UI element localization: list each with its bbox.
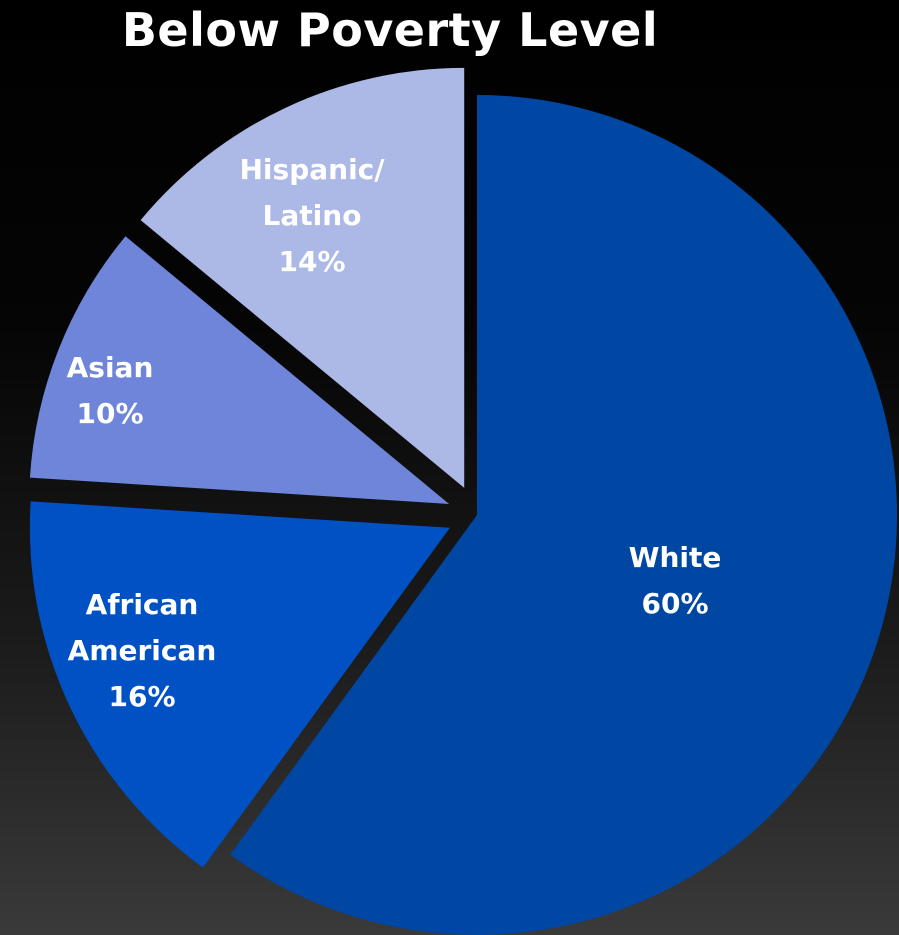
- pie-slice-asian: [29, 236, 450, 504]
- slice-value-label: 60%: [641, 587, 708, 620]
- slice-value-label: 16%: [108, 680, 175, 713]
- slice-name-label: African: [86, 588, 199, 621]
- slice-label-african-american: African American 16%: [68, 588, 217, 713]
- slice-value-label: 14%: [278, 245, 345, 278]
- pie-slice-african-american: [29, 501, 450, 868]
- slice-value-label: 10%: [76, 397, 143, 430]
- slice-label-asian: Asian 10%: [67, 351, 154, 430]
- slice-name-label: White: [629, 541, 722, 574]
- slice-label-white: White 60%: [629, 541, 722, 620]
- chart-title: Below Poverty Level: [121, 3, 659, 57]
- pie-slice-white: [230, 95, 897, 935]
- slice-name-label: Latino: [263, 199, 362, 232]
- pie-slice-hispanic-latino: [140, 67, 465, 488]
- slice-label-hispanic-latino: Hispanic/Latino 14%: [240, 153, 386, 278]
- slice-name-label: American: [68, 634, 217, 667]
- slice-name-label: Asian: [67, 351, 154, 384]
- slice-name-label: Hispanic/: [240, 153, 386, 186]
